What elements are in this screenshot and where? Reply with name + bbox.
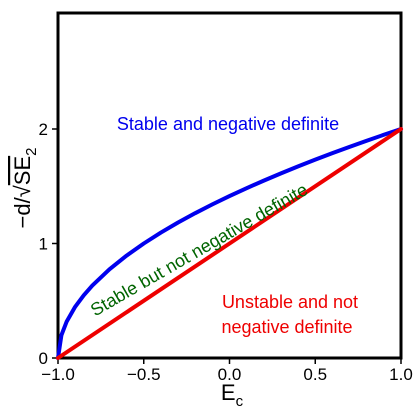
y-axis-ticks: 0 1 2 <box>39 120 58 368</box>
y-tick-label: 0 <box>39 349 48 368</box>
y-tick-label: 2 <box>39 120 48 139</box>
series-line-stability-boundary <box>56 127 403 360</box>
y-axis-label-prefix: −d/√ <box>10 184 35 228</box>
series-layer <box>56 127 403 360</box>
x-axis-label-subscript: c <box>236 393 244 410</box>
x-axis-label-main: E <box>221 380 236 405</box>
y-axis-label-main: SE <box>10 156 35 185</box>
x-axis-label: Ec <box>221 380 244 410</box>
x-tick-label: 0.5 <box>303 365 327 384</box>
series-line-negative-definite-boundary <box>56 127 403 360</box>
y-axis-label-subscript: 2 <box>23 148 40 156</box>
x-tick-label: −1.0 <box>41 365 75 384</box>
x-tick-label: 0.0 <box>218 365 242 384</box>
y-tick-label: 1 <box>39 235 48 254</box>
region-label-unstable-line2: negative definite <box>221 317 352 337</box>
region-label-stable-negative-definite: Stable and negative definite <box>117 114 339 134</box>
region-label-unstable-line1: Unstable and not <box>222 292 358 312</box>
x-axis-ticks: −1.0 −0.5 0.0 0.5 1.0 <box>41 358 413 384</box>
x-tick-label: 1.0 <box>389 365 413 384</box>
x-tick-label: −0.5 <box>127 365 161 384</box>
y-axis-label: −d/√SE2 <box>10 148 40 229</box>
